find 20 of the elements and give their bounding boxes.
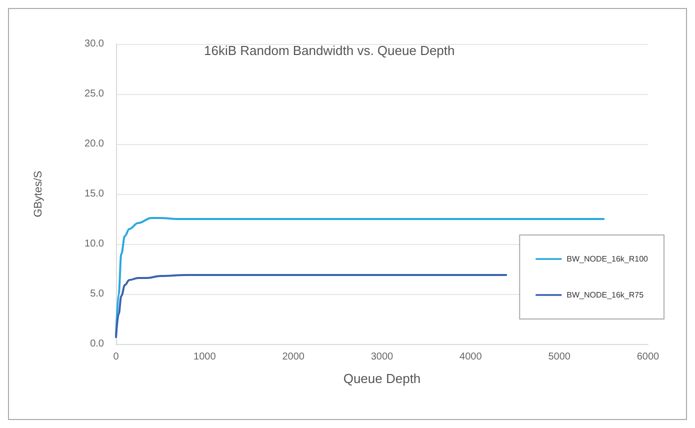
y-tick-label: 0.0: [90, 338, 104, 350]
x-axis-title: Queue Depth: [343, 371, 421, 386]
y-tick-label: 20.0: [84, 138, 104, 150]
chart-title: 16kiB Random Bandwidth vs. Queue Depth: [204, 43, 455, 58]
y-tick-label: 25.0: [84, 88, 104, 100]
legend-label: BW_NODE_16k_R75: [566, 290, 644, 300]
x-tick-label: 1000: [194, 352, 216, 362]
y-tick-label: 15.0: [84, 188, 104, 200]
y-tick-label: 10.0: [84, 238, 104, 250]
legend-label: BW_NODE_16k_R100: [566, 254, 649, 264]
x-tick-label: 6000: [636, 352, 660, 362]
y-tick-label: 30.0: [84, 38, 104, 50]
y-axis-title: GBytes/S: [32, 170, 44, 218]
x-tick-label: 0: [113, 352, 120, 362]
x-tick-label: 3000: [370, 352, 394, 362]
line-series: [115, 274, 508, 338]
x-tick-label: 4000: [460, 352, 482, 362]
y-tick-label: 5.0: [90, 288, 104, 300]
x-tick-label: 5000: [548, 352, 571, 362]
x-tick-label: 2000: [282, 352, 305, 362]
